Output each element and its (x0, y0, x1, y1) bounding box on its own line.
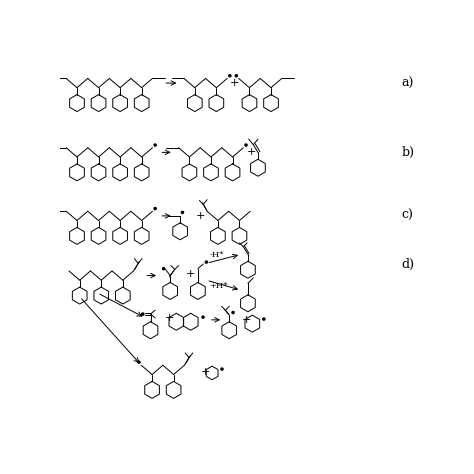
Circle shape (232, 311, 234, 314)
Circle shape (154, 144, 156, 146)
Circle shape (202, 316, 204, 318)
Circle shape (138, 361, 140, 363)
Text: +: + (195, 211, 205, 221)
Circle shape (245, 144, 247, 146)
Text: +: + (186, 269, 196, 279)
Circle shape (221, 368, 223, 370)
Text: c): c) (401, 210, 413, 222)
Text: +: + (241, 315, 251, 325)
Text: b): b) (401, 146, 414, 159)
Text: +: + (165, 313, 174, 323)
Circle shape (229, 75, 231, 77)
Circle shape (235, 75, 237, 77)
Circle shape (205, 261, 208, 263)
Circle shape (263, 318, 265, 320)
Text: +: + (201, 367, 210, 377)
Text: +: + (247, 147, 256, 157)
Circle shape (154, 208, 156, 210)
Text: a): a) (401, 77, 413, 90)
Circle shape (182, 211, 183, 213)
Circle shape (142, 313, 144, 315)
Text: -H*: -H* (210, 251, 224, 259)
Circle shape (163, 267, 164, 270)
Text: d): d) (401, 257, 414, 271)
Text: +H*: +H* (210, 282, 228, 290)
Text: +: + (229, 78, 239, 88)
